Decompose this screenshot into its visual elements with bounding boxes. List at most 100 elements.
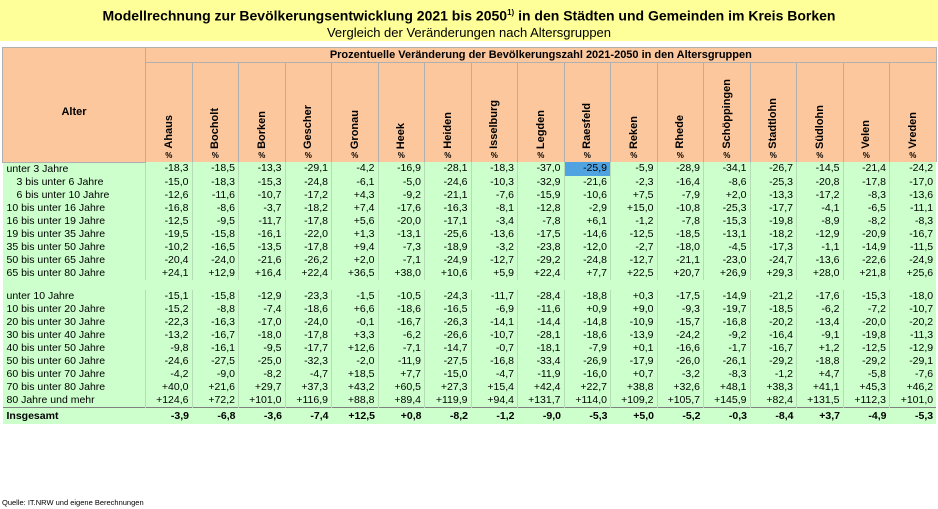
- value-cell[interactable]: +45,3: [842, 380, 890, 394]
- value-cell[interactable]: -8,3: [889, 214, 937, 228]
- value-cell[interactable]: +2,0: [331, 253, 378, 267]
- value-cell[interactable]: -8,6: [191, 201, 239, 215]
- value-cell[interactable]: +15,4: [470, 380, 518, 394]
- unit-cell[interactable]: %: [842, 149, 890, 162]
- value-cell[interactable]: -17,7: [284, 341, 332, 355]
- value-cell[interactable]: -18,6: [377, 302, 425, 316]
- column-header-city[interactable]: Ahaus: [145, 62, 193, 149]
- column-header-city[interactable]: Velen: [842, 62, 890, 149]
- value-cell[interactable]: -1,1: [796, 240, 843, 254]
- value-cell[interactable]: -15,2: [145, 302, 192, 316]
- value-cell[interactable]: -8,4: [750, 406, 797, 424]
- value-cell[interactable]: -15,3: [703, 214, 750, 228]
- value-cell[interactable]: +101,0: [889, 393, 937, 407]
- value-cell[interactable]: -16,3: [191, 315, 239, 329]
- value-cell[interactable]: -14,5: [796, 162, 843, 176]
- empty-cell[interactable]: [424, 279, 471, 290]
- value-cell[interactable]: -34,1: [703, 162, 750, 176]
- value-cell[interactable]: -37,0: [517, 162, 564, 176]
- value-cell[interactable]: -20,0: [377, 214, 425, 228]
- unit-cell[interactable]: %: [284, 149, 332, 162]
- value-cell[interactable]: +12,5: [331, 406, 378, 424]
- value-cell[interactable]: -14,1: [470, 315, 518, 329]
- value-cell[interactable]: -18,5: [749, 302, 797, 316]
- value-cell[interactable]: -4,7: [470, 367, 518, 381]
- value-cell[interactable]: +20,7: [656, 266, 704, 280]
- value-cell[interactable]: -4,2: [331, 162, 378, 176]
- value-cell[interactable]: -24,2: [889, 162, 937, 176]
- empty-cell[interactable]: [2, 279, 146, 290]
- value-cell[interactable]: +22,4: [517, 266, 564, 280]
- selected-cell[interactable]: -25,9: [563, 162, 611, 176]
- value-cell[interactable]: -23,3: [284, 289, 332, 303]
- value-cell[interactable]: -28,1: [424, 162, 471, 176]
- empty-cell[interactable]: [378, 279, 425, 290]
- value-cell[interactable]: -26,9: [563, 354, 611, 368]
- row-label[interactable]: 50 bis unter 60 Jahre: [2, 354, 146, 368]
- value-cell[interactable]: +0,1: [610, 341, 657, 355]
- value-cell[interactable]: -22,0: [284, 227, 332, 241]
- group-header[interactable]: Prozentuelle Veränderung der Bevölkerung…: [145, 47, 937, 63]
- value-cell[interactable]: -5,0: [377, 175, 425, 189]
- value-cell[interactable]: -10,9: [610, 315, 657, 329]
- row-label[interactable]: 80 Jahre und mehr: [2, 393, 146, 407]
- value-cell[interactable]: -19,7: [703, 302, 750, 316]
- value-cell[interactable]: -2,9: [563, 201, 611, 215]
- value-cell[interactable]: -3,2: [470, 240, 518, 254]
- value-cell[interactable]: -9,0: [191, 367, 239, 381]
- value-cell[interactable]: -7,6: [889, 367, 937, 381]
- value-cell[interactable]: -17,0: [238, 315, 285, 329]
- value-cell[interactable]: -22,6: [842, 253, 890, 267]
- value-cell[interactable]: +4,7: [796, 367, 843, 381]
- empty-cell[interactable]: [750, 279, 797, 290]
- value-cell[interactable]: +82,4: [749, 393, 797, 407]
- value-cell[interactable]: -29,1: [889, 354, 937, 368]
- column-header-city[interactable]: Schöppingen: [703, 62, 751, 149]
- value-cell[interactable]: -14,9: [842, 240, 890, 254]
- value-cell[interactable]: -1,2: [471, 406, 518, 424]
- value-cell[interactable]: -0,1: [331, 315, 378, 329]
- value-cell[interactable]: -12,9: [238, 289, 285, 303]
- value-cell[interactable]: -18,8: [563, 289, 611, 303]
- value-cell[interactable]: -20,8: [796, 175, 843, 189]
- value-cell[interactable]: +88,8: [331, 393, 378, 407]
- value-cell[interactable]: -17,8: [284, 214, 332, 228]
- value-cell[interactable]: -21,1: [656, 253, 704, 267]
- value-cell[interactable]: +7,4: [331, 201, 378, 215]
- value-cell[interactable]: -2,0: [331, 354, 378, 368]
- value-cell[interactable]: -10,2: [145, 240, 192, 254]
- value-cell[interactable]: -3,2: [656, 367, 704, 381]
- value-cell[interactable]: -24,0: [191, 253, 239, 267]
- value-cell[interactable]: -16,1: [191, 341, 239, 355]
- value-cell[interactable]: +29,7: [238, 380, 285, 394]
- value-cell[interactable]: -7,4: [285, 406, 332, 424]
- value-cell[interactable]: +29,3: [749, 266, 797, 280]
- value-cell[interactable]: -8,2: [238, 367, 285, 381]
- value-cell[interactable]: -7,3: [377, 240, 425, 254]
- value-cell[interactable]: -21,1: [424, 188, 471, 202]
- value-cell[interactable]: -14,9: [703, 289, 750, 303]
- value-cell[interactable]: +89,4: [377, 393, 425, 407]
- value-cell[interactable]: -29,1: [284, 162, 332, 176]
- value-cell[interactable]: +22,4: [284, 266, 332, 280]
- row-label[interactable]: 30 bis unter 40 Jahre: [2, 328, 146, 342]
- value-cell[interactable]: +42,4: [517, 380, 564, 394]
- value-cell[interactable]: -14,6: [563, 227, 611, 241]
- value-cell[interactable]: -6,8: [192, 406, 239, 424]
- value-cell[interactable]: -10,8: [656, 201, 704, 215]
- value-cell[interactable]: +112,3: [842, 393, 890, 407]
- value-cell[interactable]: -9,1: [796, 328, 843, 342]
- value-cell[interactable]: -15,0: [145, 175, 192, 189]
- value-cell[interactable]: -0,7: [470, 341, 518, 355]
- value-cell[interactable]: -10,6: [563, 188, 611, 202]
- value-cell[interactable]: -17,8: [842, 175, 890, 189]
- column-header-city[interactable]: Isselburg: [470, 62, 518, 149]
- value-cell[interactable]: -7,1: [377, 341, 425, 355]
- value-cell[interactable]: -26,3: [424, 315, 471, 329]
- column-header-city[interactable]: Reken: [610, 62, 658, 149]
- value-cell[interactable]: -10,3: [470, 175, 518, 189]
- empty-cell[interactable]: [703, 279, 750, 290]
- value-cell[interactable]: -2,3: [610, 175, 657, 189]
- value-cell[interactable]: -3,6: [238, 406, 285, 424]
- value-cell[interactable]: -0,3: [703, 406, 750, 424]
